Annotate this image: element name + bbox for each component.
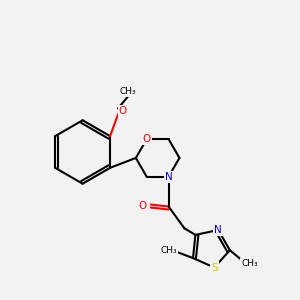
Text: S: S xyxy=(211,262,217,272)
Text: O: O xyxy=(142,134,151,144)
Text: CH₃: CH₃ xyxy=(161,246,178,255)
Text: CH₃: CH₃ xyxy=(120,87,136,96)
Text: CH₃: CH₃ xyxy=(242,259,258,268)
Text: O: O xyxy=(139,201,147,211)
Text: N: N xyxy=(165,172,172,182)
Text: N: N xyxy=(214,225,222,235)
Text: O: O xyxy=(119,106,127,116)
